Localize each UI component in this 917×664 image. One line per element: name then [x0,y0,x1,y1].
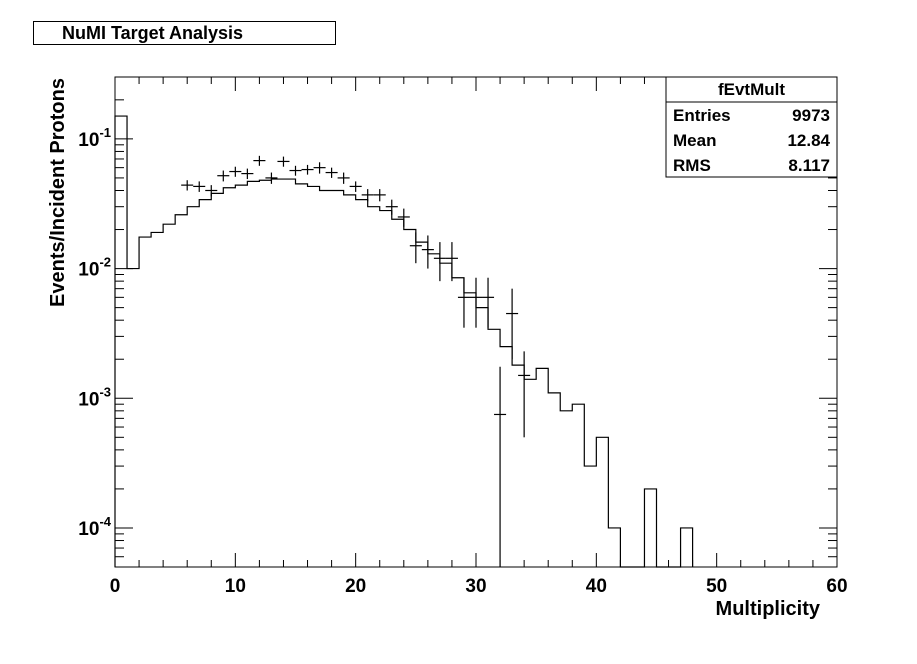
chart-title: NuMI Target Analysis [33,21,336,45]
stats-label: Mean [673,131,716,150]
data-point [445,242,458,282]
data-point [289,165,302,176]
data-point [494,366,507,567]
stats-value: 8.117 [788,156,830,175]
data-point [457,277,470,328]
data-point [253,155,266,166]
x-tick-label: 40 [586,576,607,597]
stats-value: 9973 [792,106,830,125]
data-point [433,242,446,282]
data-point [193,181,206,192]
stats-name: fEvtMult [718,80,785,99]
data-point [205,185,218,197]
stats-value: 12.84 [787,131,830,150]
data-point [421,235,434,269]
x-tick-label: 0 [110,576,121,597]
y-tick-label: 10-3 [78,384,111,410]
data-point [518,351,531,438]
data-point [506,288,519,360]
stats-box: fEvtMult Entries 9973 Mean 12.84 RMS 8.117 [665,76,838,178]
x-tick-label: 60 [826,576,847,597]
data-point [277,156,290,167]
data-point [409,232,422,264]
data-point [313,162,326,174]
histogram-line [114,115,694,568]
y-tick-label: 10-1 [78,125,111,151]
y-tick-label: 10-4 [78,514,111,540]
data-point [217,170,230,182]
y-axis-label: Events/Incident Protons [47,78,69,307]
stats-label: RMS [673,156,711,175]
axes: 0 10 20 30 40 50 60 10-1 10-2 10-3 10-4 [78,77,848,597]
x-axis-label: Multiplicity [716,598,821,620]
data-point [229,166,242,177]
mc-histogram [114,115,694,568]
data-point [349,181,362,192]
data-point [373,189,386,202]
y-tick-label: 10-2 [78,255,111,281]
stats-background [665,76,838,178]
data-point [241,168,254,180]
x-tick-label: 20 [345,576,366,597]
x-tick-label: 30 [465,576,486,597]
data-point [361,189,374,202]
data-point [265,172,278,184]
data-point [469,277,483,328]
data-point [325,167,338,178]
x-tick-label: 50 [706,576,727,597]
stats-label: Entries [673,106,731,125]
data-point [397,208,410,227]
data-point [301,164,314,175]
x-tick-label: 10 [225,576,246,597]
data-point [181,180,194,191]
data-points [181,155,531,567]
data-point [482,277,495,328]
data-point [337,172,350,184]
data-point [385,199,398,215]
